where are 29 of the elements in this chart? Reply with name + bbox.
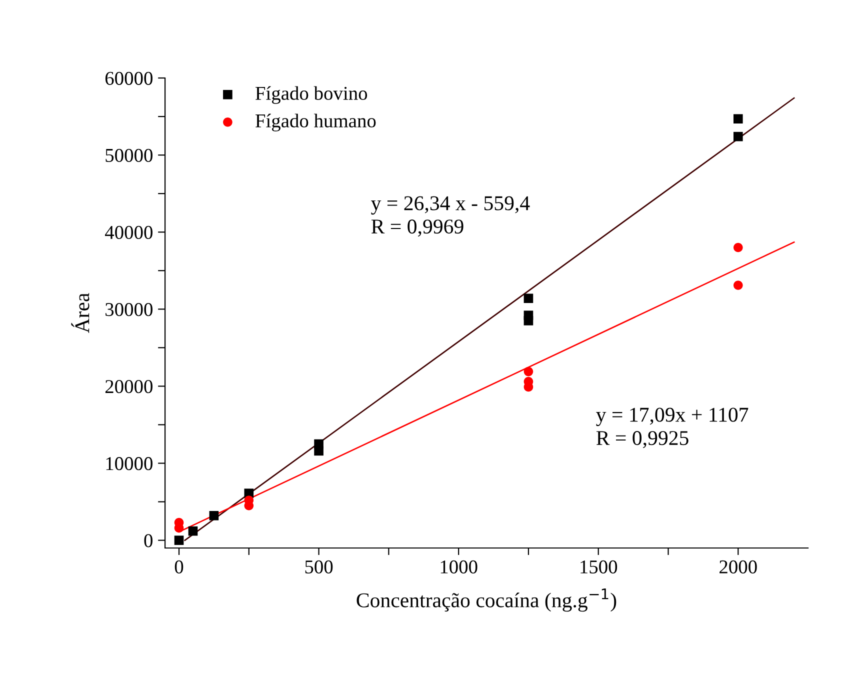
- x-axis-title: Concentração cocaína (ng.g$^{−1}$): [356, 588, 616, 612]
- y-tick-label: 60000: [105, 72, 152, 85]
- x-tick-label: 0: [174, 560, 184, 574]
- annotation: y = 17,09x + 1107 R = 0,9925: [596, 408, 748, 448]
- y-tick-label: 10000: [106, 457, 152, 470]
- y-tick-label: 0: [144, 534, 152, 548]
- point: [733, 242, 743, 252]
- y-tick-label: 40000: [104, 226, 152, 240]
- legend-label: Fígado humano: [255, 114, 376, 132]
- point: [733, 280, 743, 290]
- point: [733, 132, 743, 142]
- x-tick-label: 1000: [440, 560, 478, 574]
- point: [188, 526, 198, 536]
- point: [209, 510, 219, 520]
- point: [524, 366, 534, 376]
- point: [524, 294, 534, 304]
- legend-label: Fígado bovino: [255, 86, 368, 104]
- x-tick-label: 500: [305, 560, 333, 574]
- y-tick-label: 20000: [105, 380, 152, 394]
- point: [524, 316, 534, 326]
- annotation: y = 26,34 x - 559,4 R = 0,9969: [371, 196, 530, 237]
- y-tick-label: 50000: [106, 148, 152, 162]
- x-tick-label: 1500: [580, 560, 618, 574]
- point: [733, 114, 743, 124]
- y-axis-title: Área: [71, 293, 90, 334]
- point: [174, 536, 184, 545]
- y-tick-label: 30000: [106, 302, 152, 316]
- x-tick-label: 2000: [720, 560, 757, 574]
- point: [314, 446, 324, 456]
